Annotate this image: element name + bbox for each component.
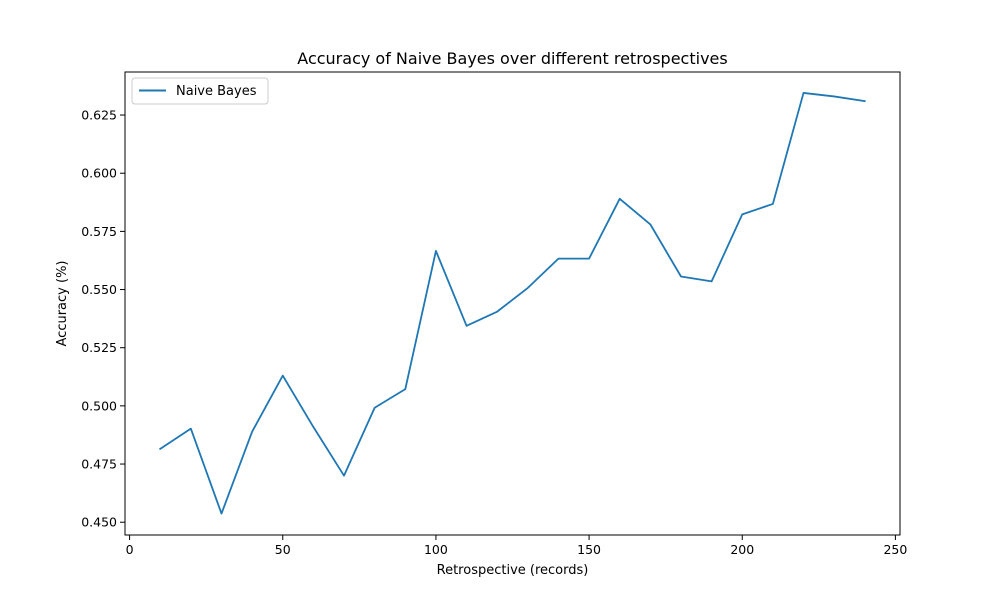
y-tick-label: 0.550 <box>81 282 117 297</box>
y-tick-label: 0.500 <box>81 398 117 413</box>
legend-label-naive-bayes: Naive Bayes <box>176 84 257 99</box>
x-tick-label: 100 <box>424 542 448 557</box>
legend-box <box>131 77 269 105</box>
y-tick-label: 0.600 <box>81 166 117 181</box>
x-tick-label: 250 <box>883 542 907 557</box>
x-axis-ticks: 0 50 100 150 200 250 <box>126 535 907 557</box>
chart-title: Accuracy of Naive Bayes over different r… <box>297 49 727 68</box>
series-line-naive-bayes <box>158 92 866 515</box>
x-tick-label: 150 <box>577 542 601 557</box>
y-tick-label: 0.450 <box>81 515 117 530</box>
x-tick-label: 0 <box>126 542 134 557</box>
plot-frame <box>124 71 901 536</box>
y-tick-label: 0.475 <box>81 457 117 472</box>
x-axis-label: Retrospective (records) <box>437 563 589 578</box>
y-tick-label: 0.625 <box>81 108 117 123</box>
y-axis-ticks: 0.450 0.475 0.500 0.525 0.550 0.575 0.600 0.625 <box>81 108 125 530</box>
x-tick-label: 50 <box>275 542 291 557</box>
series-layer <box>158 92 866 515</box>
y-tick-label: 0.525 <box>81 340 117 355</box>
legend: Naive Bayes <box>131 77 269 105</box>
y-tick-label: 0.575 <box>81 224 117 239</box>
x-tick-label: 200 <box>730 542 754 557</box>
y-axis-label: Accuracy (%) <box>55 261 70 347</box>
